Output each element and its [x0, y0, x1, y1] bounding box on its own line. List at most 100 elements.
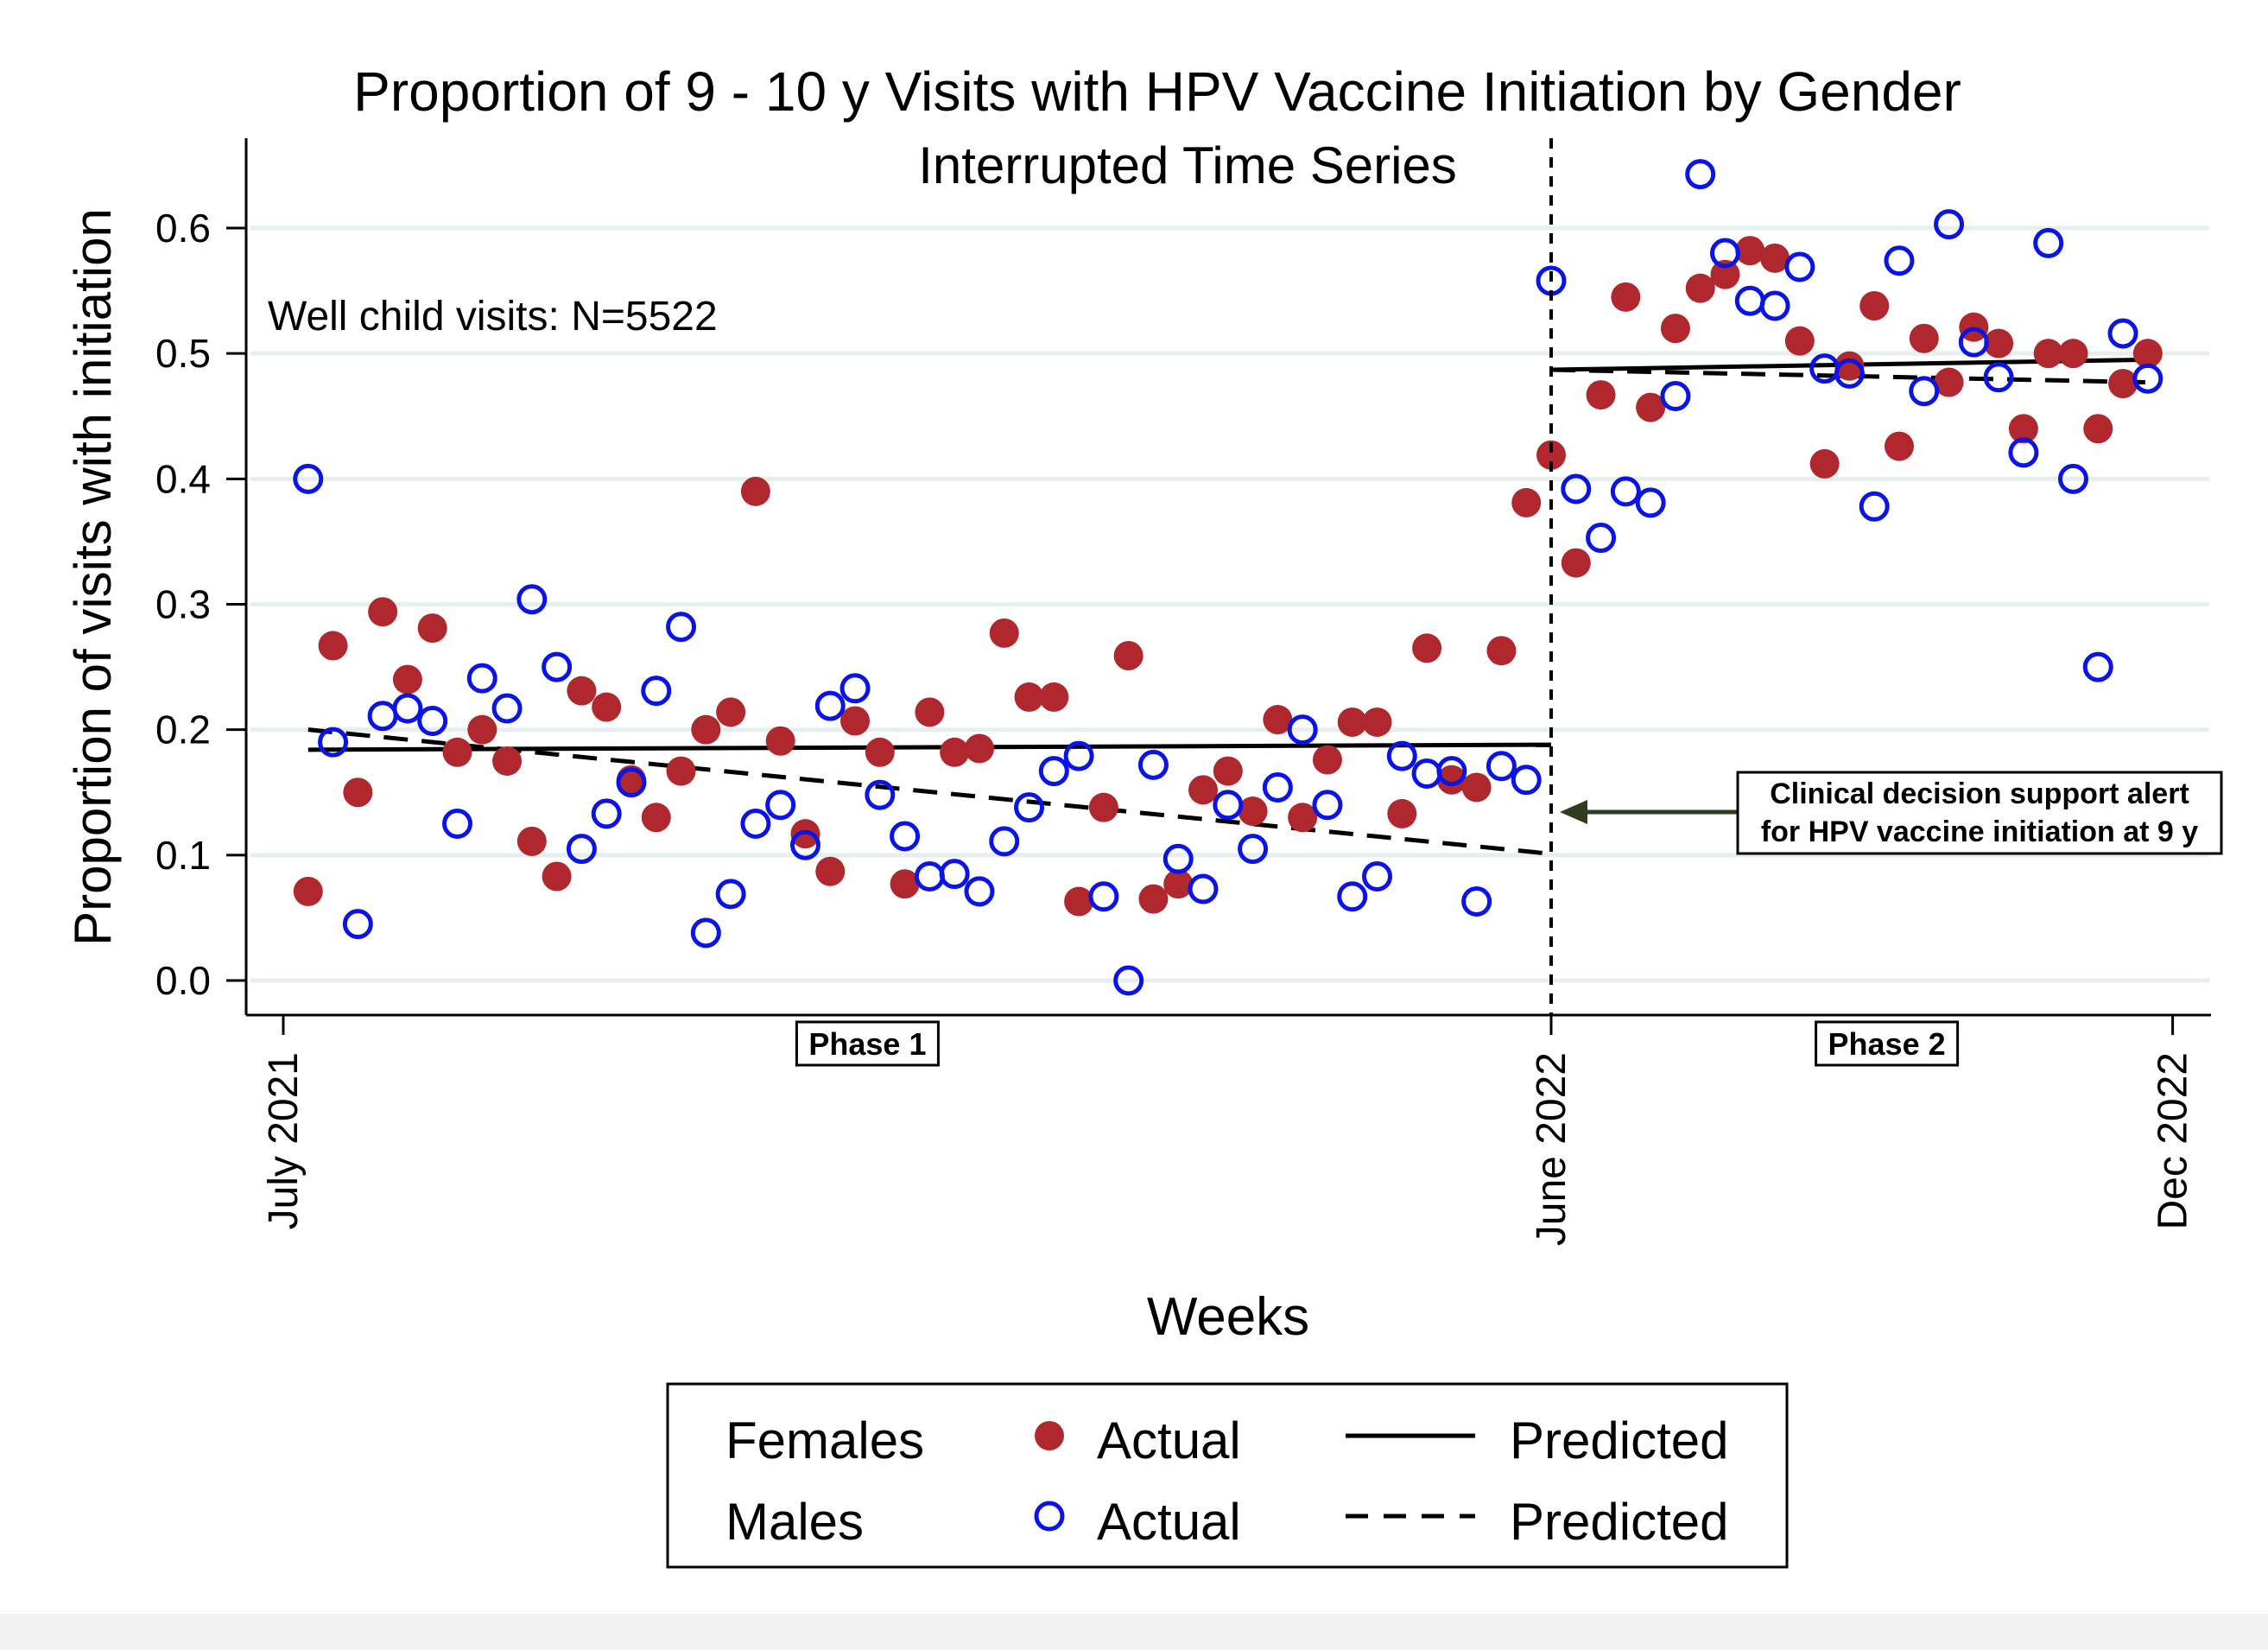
- data-point-male: [2132, 363, 2163, 394]
- data-point-female: [516, 826, 547, 856]
- sample-size-annotation: Well child visits: N=5522: [268, 294, 718, 340]
- legend: Females Actual Predicted Males Actual Pr…: [666, 1382, 1789, 1569]
- data-point-female: [1039, 682, 1069, 712]
- plot-area: [293, 159, 2163, 996]
- data-point-male: [1709, 238, 1740, 269]
- data-point-female: [1163, 869, 1194, 899]
- data-point-female: [2132, 339, 2163, 369]
- data-point-male: [516, 584, 548, 615]
- data-point-female: [1312, 745, 1342, 775]
- data-point-male: [1859, 491, 1890, 522]
- data-point-female: [1337, 707, 1367, 737]
- data-point-female: [765, 726, 795, 756]
- data-point-male: [666, 612, 697, 643]
- y-tick-label: 0.5: [155, 331, 211, 376]
- data-point-female: [865, 737, 895, 767]
- data-point-male: [1884, 245, 1915, 276]
- x-tick-label: Dec 2022: [2151, 1052, 2196, 1229]
- data-point-male: [1983, 362, 2014, 393]
- data-point-female: [1934, 367, 1964, 397]
- data-point-male: [2107, 318, 2138, 349]
- data-point-female: [740, 476, 770, 506]
- trend-line-segment: [1550, 367, 2148, 385]
- data-point-male: [1958, 327, 1989, 358]
- data-point-male: [865, 779, 896, 810]
- data-point-female: [1461, 772, 1492, 803]
- data-point-female: [840, 706, 871, 736]
- x-tick-label: July 2021: [261, 1052, 307, 1229]
- data-point-female: [716, 697, 746, 727]
- data-point-female: [915, 697, 945, 727]
- data-point-male: [1635, 487, 1666, 518]
- intervention-label-line1: Clinical decision support alert: [1770, 777, 2189, 810]
- data-point-male: [2008, 437, 2039, 468]
- data-point-female: [1884, 431, 1914, 461]
- data-point-male: [591, 798, 622, 829]
- data-point-male: [1834, 358, 1865, 389]
- data-point-male: [765, 790, 796, 821]
- data-point-female: [1710, 259, 1740, 289]
- intervention-label-line2: for HPV vaccine initiation at 9 y: [1761, 815, 2198, 848]
- y-tick-label: 0.1: [155, 833, 211, 878]
- data-point-female: [2108, 369, 2138, 399]
- data-point-male: [740, 809, 771, 840]
- data-point-male: [1113, 965, 1144, 996]
- data-point-female: [691, 714, 721, 745]
- legend-males-label: Males: [725, 1493, 864, 1551]
- data-point-female: [1511, 487, 1542, 517]
- data-point-female: [641, 803, 671, 833]
- data-point-male: [1586, 523, 1617, 554]
- y-tick-label: 0.4: [155, 456, 211, 501]
- data-point-female: [1238, 796, 1268, 827]
- legend-females-actual-label: Actual: [1097, 1412, 1241, 1469]
- data-point-male: [2033, 227, 2064, 258]
- data-point-male: [890, 821, 921, 852]
- legend-females-marker: [1035, 1421, 1064, 1450]
- chart-subtitle: Interrupted Time Series: [918, 136, 1457, 194]
- y-tick-label: 0.3: [155, 582, 211, 627]
- data-point-female: [1536, 440, 1566, 470]
- data-point-female: [1436, 765, 1467, 795]
- data-point-male: [491, 693, 523, 724]
- data-point-female: [467, 714, 497, 745]
- data-point-male: [1660, 381, 1691, 412]
- data-point-male: [814, 690, 846, 721]
- legend-females-label: Females: [725, 1412, 924, 1469]
- legend-females-predicted-label: Predicted: [1510, 1412, 1728, 1469]
- data-point-female: [1138, 884, 1169, 914]
- data-point-female: [343, 777, 373, 808]
- data-point-male: [641, 676, 672, 707]
- x-axis-ticks: July 2021 June 2022 Dec 2022: [261, 1015, 2196, 1246]
- data-point-female: [392, 664, 422, 695]
- data-point-male: [1759, 290, 1790, 321]
- data-point-female: [1486, 636, 1517, 666]
- intervention-label-box: [1736, 771, 2223, 855]
- data-point-female: [1362, 707, 1392, 737]
- data-point-female: [1834, 351, 1865, 381]
- data-point-female: [1984, 328, 2014, 359]
- data-point-female: [2058, 339, 2088, 369]
- data-point-female: [1735, 236, 1765, 266]
- data-point-female: [1809, 448, 1840, 479]
- data-point-female: [1636, 392, 1666, 422]
- phase-labels: Phase 1 Phase 2: [795, 1020, 1960, 1067]
- data-point-male: [542, 651, 573, 682]
- data-point-female: [940, 737, 970, 767]
- data-point-male: [616, 767, 647, 798]
- data-point-female: [2083, 414, 2113, 444]
- chart-title: Proportion of 9 - 10 y Visits with HPV V…: [353, 60, 1961, 123]
- data-point-male: [1934, 209, 1965, 240]
- data-point-male: [1362, 861, 1393, 892]
- data-point-female: [592, 692, 622, 722]
- data-point-female: [1412, 633, 1442, 663]
- data-point-male: [1386, 740, 1417, 771]
- data-point-female: [1088, 792, 1118, 822]
- data-point-male: [1188, 873, 1219, 904]
- data-point-female: [1014, 682, 1044, 712]
- data-point-male: [1784, 251, 1815, 282]
- data-point-male: [839, 673, 871, 704]
- data-point-male: [293, 463, 324, 494]
- data-point-female: [815, 856, 846, 886]
- data-point-female: [1760, 243, 1790, 273]
